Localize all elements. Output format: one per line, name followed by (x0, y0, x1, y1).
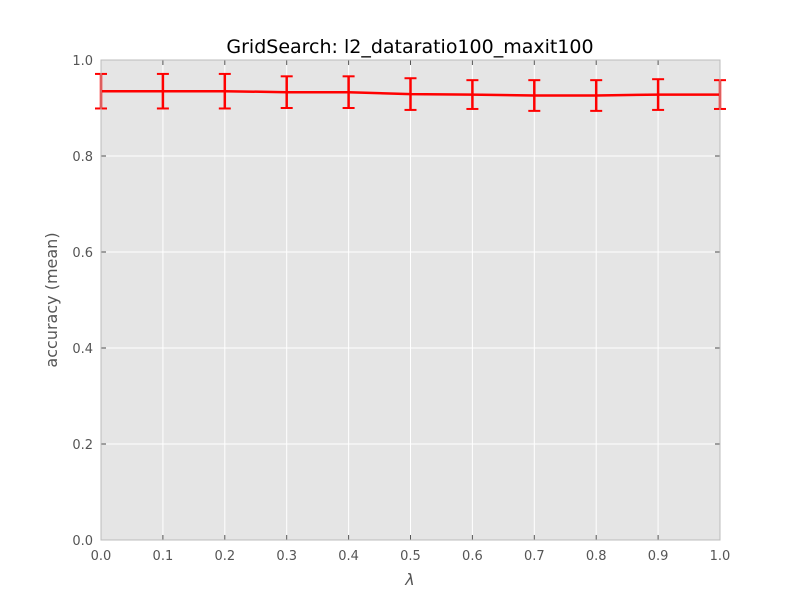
x-tick-label: 1.0 (710, 549, 731, 564)
x-tick-label: 0.7 (524, 549, 545, 564)
x-tick-label: 0.0 (91, 549, 112, 564)
y-tick-label: 0.6 (72, 246, 93, 261)
y-tick-label: 0.4 (72, 342, 93, 357)
y-tick-label: 0.2 (72, 438, 93, 453)
x-tick-label: 0.8 (586, 549, 607, 564)
y-tick-label: 0.8 (72, 150, 93, 165)
x-axis-label: λ (404, 570, 414, 589)
x-tick-label: 0.5 (400, 549, 421, 564)
y-axis-label: accuracy (mean) (42, 232, 61, 367)
x-tick-label: 0.1 (153, 549, 174, 564)
y-tick-label: 1.0 (72, 54, 93, 69)
x-tick-label: 0.9 (648, 549, 669, 564)
x-tick-label: 0.3 (276, 549, 297, 564)
y-tick-label: 0.0 (72, 534, 93, 549)
x-tick-label: 0.4 (338, 549, 359, 564)
x-tick-label: 0.2 (214, 549, 235, 564)
chart-title: GridSearch: l2_dataratio100_maxit100 (226, 36, 593, 58)
x-tick-label: 0.6 (462, 549, 483, 564)
